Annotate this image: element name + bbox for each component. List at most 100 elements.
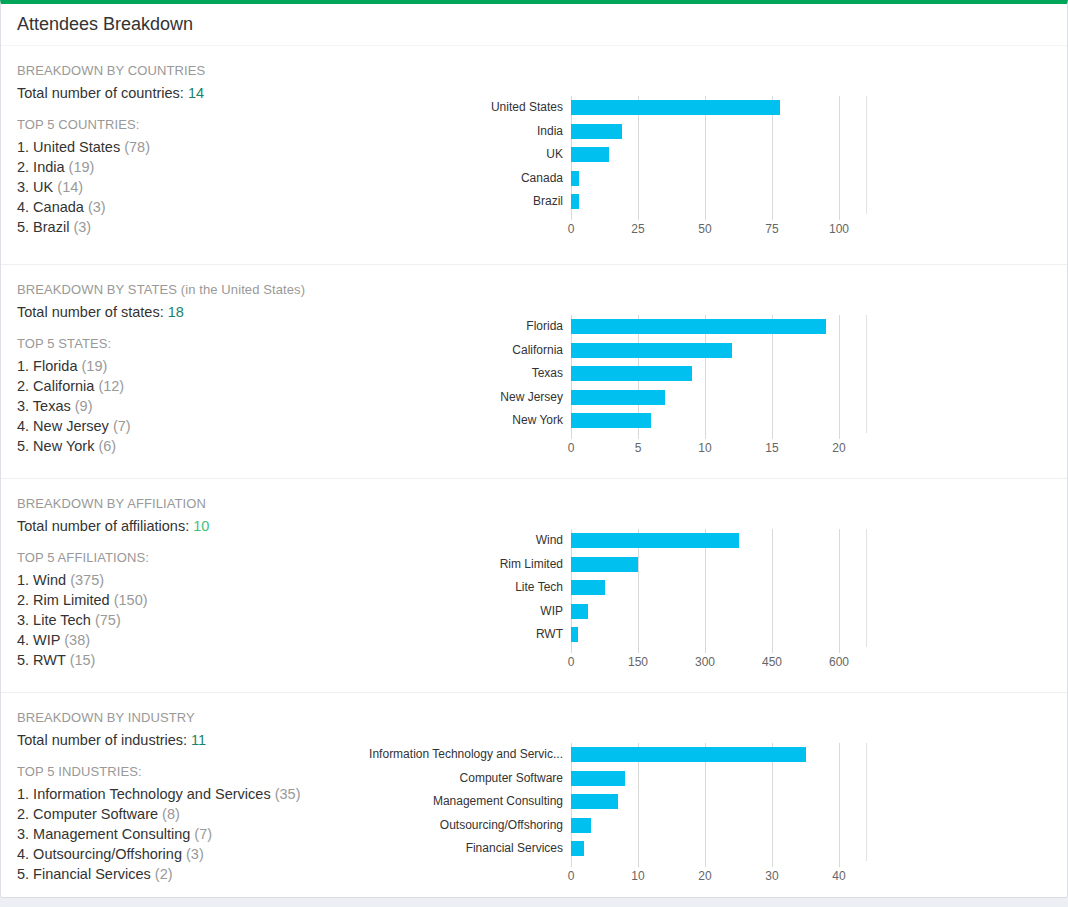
bar	[571, 771, 625, 786]
item-count: (38)	[64, 632, 90, 648]
tick-label: 15	[765, 441, 778, 455]
gridline	[839, 96, 840, 220]
tick-label: 0	[568, 869, 575, 883]
bar	[571, 194, 579, 209]
plot-area: 010203040	[571, 743, 873, 861]
gridline	[866, 743, 867, 861]
bar	[571, 747, 806, 762]
item-name: 4. WIP	[17, 632, 64, 648]
gridline	[772, 529, 773, 653]
section-countries: BREAKDOWN BY COUNTRIES Total number of c…	[1, 46, 1067, 265]
item-count: (8)	[162, 806, 180, 822]
category-label: WIP	[356, 600, 563, 624]
tick-label: 0	[568, 441, 575, 455]
item-count: (3)	[186, 846, 204, 862]
item-count: (78)	[124, 139, 150, 155]
bar	[571, 319, 826, 334]
category-label: California	[356, 339, 563, 363]
tick-label: 20	[698, 869, 711, 883]
section-header: BREAKDOWN BY STATES (in the United State…	[17, 282, 461, 297]
tick-label: 100	[829, 222, 849, 236]
category-label: Wind	[356, 529, 563, 553]
item-name: 2. Rim Limited	[17, 592, 114, 608]
list-item: 5. RWT (15)	[17, 650, 461, 670]
item-name: 4. New Jersey	[17, 418, 113, 434]
item-name: 2. India	[17, 159, 69, 175]
category-label: United States	[356, 96, 563, 120]
item-name: 4. Canada	[17, 199, 88, 215]
industries-bar-chart: Information Technology and Servic...Comp…	[356, 743, 873, 861]
item-name: 1. Wind	[17, 572, 70, 588]
gridline	[866, 315, 867, 433]
item-name: 3. Texas	[17, 398, 75, 414]
gridline	[839, 743, 840, 867]
tick-label: 25	[631, 222, 644, 236]
bar	[571, 343, 732, 358]
item-name: 5. Financial Services	[17, 866, 155, 882]
section-header: BREAKDOWN BY INDUSTRY	[17, 710, 461, 725]
bar	[571, 557, 638, 572]
item-count: (150)	[114, 592, 148, 608]
tick-label: 75	[765, 222, 778, 236]
total-value: 18	[168, 304, 184, 320]
bar	[571, 124, 622, 139]
category-label: Outsourcing/Offshoring	[356, 814, 563, 838]
item-count: (7)	[194, 826, 212, 842]
category-label: India	[356, 120, 563, 144]
section-affiliation: BREAKDOWN BY AFFILIATION Total number of…	[1, 479, 1067, 693]
bar	[571, 794, 618, 809]
bar	[571, 366, 692, 381]
bar	[571, 580, 605, 595]
tick-label: 5	[635, 441, 642, 455]
bar	[571, 390, 665, 405]
category-label: Computer Software	[356, 767, 563, 791]
bar	[571, 627, 578, 642]
item-name: 2. Computer Software	[17, 806, 162, 822]
item-count: (6)	[98, 438, 116, 454]
gridline	[866, 529, 867, 647]
item-name: 4. Outsourcing/Offshoring	[17, 846, 186, 862]
total-value: 11	[191, 732, 206, 748]
tick-label: 0	[568, 655, 575, 669]
category-label: Florida	[356, 315, 563, 339]
section-industry: BREAKDOWN BY INDUSTRY Total number of in…	[1, 693, 1067, 897]
total-label: Total number of industries:	[17, 732, 187, 748]
affiliations-bar-chart: WindRim LimitedLite TechWIPRWT 015030045…	[356, 529, 873, 647]
list-item: 5. Brazil (3)	[17, 217, 461, 237]
tick-label: 300	[695, 655, 715, 669]
tick-label: 0	[568, 222, 575, 236]
item-count: (3)	[88, 199, 106, 215]
item-name: 2. California	[17, 378, 98, 394]
item-name: 3. Lite Tech	[17, 612, 95, 628]
tick-label: 10	[631, 869, 644, 883]
plot-area: 0255075100	[571, 96, 873, 214]
category-label: New Jersey	[356, 386, 563, 410]
item-count: (12)	[98, 378, 124, 394]
category-axis: United StatesIndiaUKCanadaBrazil	[356, 96, 571, 214]
tick-label: 50	[698, 222, 711, 236]
gridline	[866, 96, 867, 214]
bar	[571, 100, 780, 115]
list-item: 5. New York (6)	[17, 436, 461, 456]
item-name: 3. UK	[17, 179, 57, 195]
item-name: 3. Management Consulting	[17, 826, 194, 842]
category-label: New York	[356, 409, 563, 433]
tick-label: 30	[765, 869, 778, 883]
gridline	[839, 315, 840, 439]
item-count: (2)	[155, 866, 173, 882]
gridline	[839, 529, 840, 653]
item-name: 5. RWT	[17, 652, 70, 668]
states-bar-chart: FloridaCaliforniaTexasNew JerseyNew York…	[356, 315, 873, 433]
total-label: Total number of countries:	[17, 85, 184, 101]
item-count: (19)	[69, 159, 95, 175]
bar	[571, 604, 588, 619]
category-label: Lite Tech	[356, 576, 563, 600]
total-value: 14	[188, 85, 204, 101]
plot-area: 0150300450600	[571, 529, 873, 647]
section-states: BREAKDOWN BY STATES (in the United State…	[1, 265, 1067, 479]
item-count: (35)	[275, 786, 301, 802]
category-axis: FloridaCaliforniaTexasNew JerseyNew York	[356, 315, 571, 433]
attendees-breakdown-panel: Attendees Breakdown BREAKDOWN BY COUNTRI…	[0, 0, 1068, 898]
category-label: Canada	[356, 167, 563, 191]
item-count: (15)	[70, 652, 96, 668]
